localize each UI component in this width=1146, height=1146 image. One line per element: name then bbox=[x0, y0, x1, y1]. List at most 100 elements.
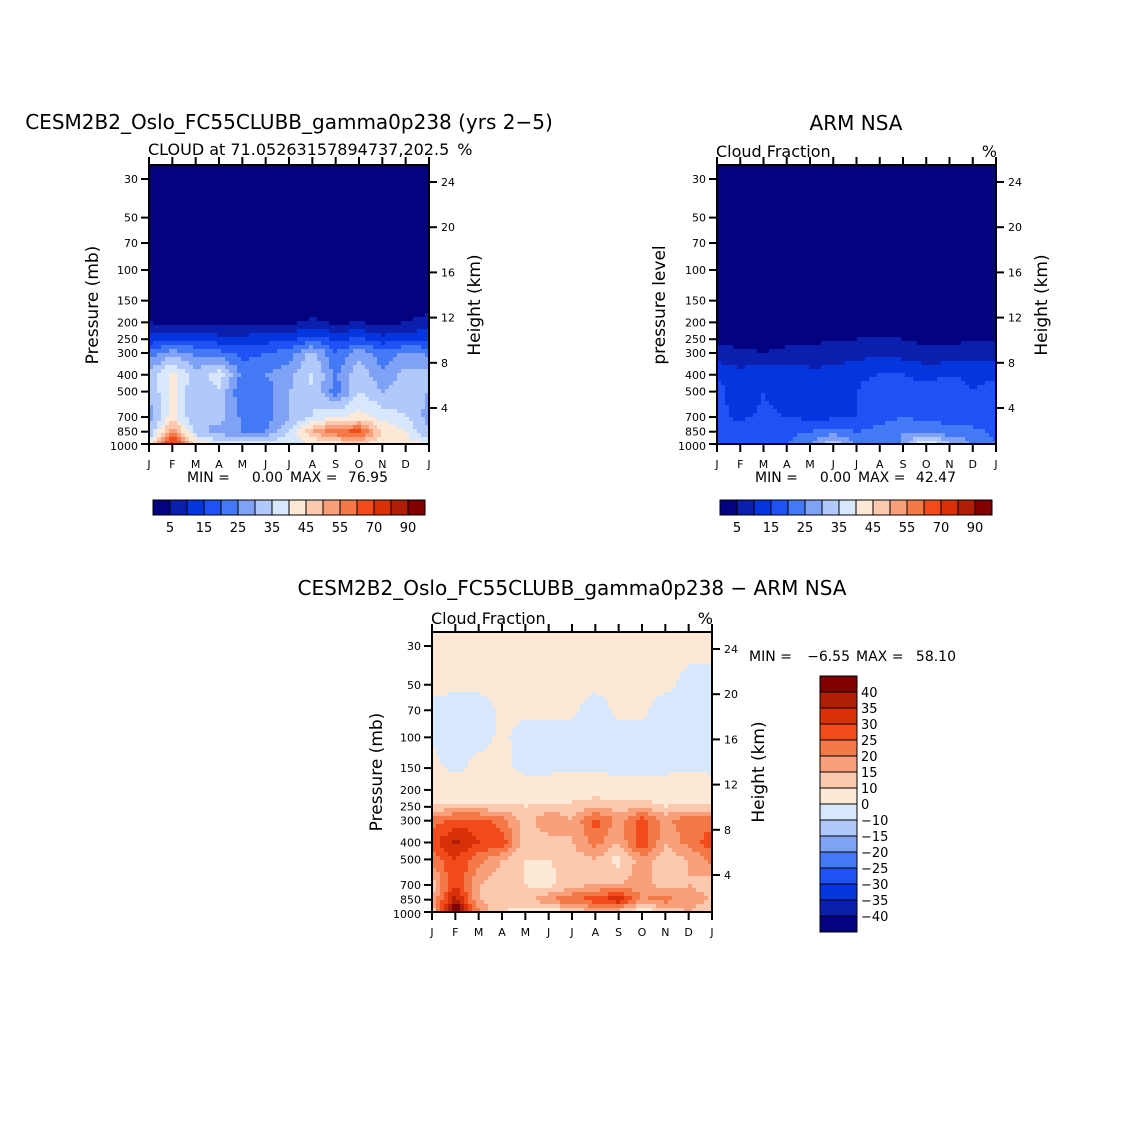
contour-cell bbox=[233, 413, 238, 418]
contour-cell bbox=[389, 369, 394, 374]
contour-cell bbox=[405, 181, 410, 186]
contour-cell bbox=[169, 397, 174, 402]
contour-cell bbox=[289, 257, 294, 262]
contour-cell bbox=[153, 201, 158, 206]
contour-cell bbox=[197, 353, 202, 358]
contour-cell bbox=[321, 165, 326, 170]
contour-cell bbox=[377, 401, 382, 406]
contour-cell bbox=[273, 369, 278, 374]
contour-cell bbox=[281, 353, 286, 358]
contour-cell bbox=[405, 309, 410, 314]
contour-cell bbox=[413, 317, 418, 322]
contour-cell bbox=[165, 249, 170, 254]
contour-cell bbox=[233, 193, 238, 198]
contour-cell bbox=[225, 225, 230, 230]
contour-cell bbox=[313, 377, 318, 382]
contour-cell bbox=[189, 233, 194, 238]
contour-cell bbox=[253, 341, 258, 346]
contour-cell bbox=[261, 313, 266, 318]
contour-cell bbox=[313, 425, 318, 430]
contour-cell bbox=[233, 329, 238, 334]
contour-cell bbox=[277, 281, 282, 286]
contour-cell bbox=[373, 169, 378, 174]
contour-cell bbox=[205, 293, 210, 298]
contour-cell bbox=[317, 169, 322, 174]
contour-cell bbox=[225, 237, 230, 242]
contour-cell bbox=[161, 401, 166, 406]
contour-cell bbox=[293, 277, 298, 282]
contour-cell bbox=[385, 401, 390, 406]
contour-cell bbox=[365, 213, 370, 218]
contour-cell bbox=[397, 221, 402, 226]
contour-cell bbox=[353, 421, 358, 426]
contour-cell bbox=[153, 257, 158, 262]
contour-cell bbox=[269, 205, 274, 210]
contour-cell bbox=[197, 245, 202, 250]
contour-cell bbox=[189, 441, 194, 445]
contour-cell bbox=[237, 309, 242, 314]
contour-cell bbox=[157, 385, 162, 390]
contour-cell bbox=[381, 313, 386, 318]
contour-cell bbox=[273, 353, 278, 358]
contour-cell bbox=[257, 325, 262, 330]
contour-cell bbox=[209, 429, 214, 434]
contour-cell bbox=[201, 365, 206, 370]
contour-cell bbox=[385, 177, 390, 182]
contour-cell bbox=[329, 361, 334, 366]
contour-cell bbox=[213, 385, 218, 390]
contour-cell bbox=[401, 301, 406, 306]
contour-cell bbox=[245, 309, 250, 314]
contour-cell bbox=[161, 277, 166, 282]
contour-cell bbox=[293, 165, 298, 170]
contour-cell bbox=[425, 301, 430, 306]
contour-cell bbox=[293, 249, 298, 254]
contour-cell bbox=[245, 381, 250, 386]
contour-cell bbox=[213, 225, 218, 230]
contour-cell bbox=[389, 333, 394, 338]
contour-cell bbox=[281, 421, 286, 426]
contour-cell bbox=[165, 389, 170, 394]
contour-cell bbox=[181, 201, 186, 206]
contour-cell bbox=[273, 321, 278, 326]
contour-cell bbox=[373, 325, 378, 330]
contour-cell bbox=[385, 185, 390, 190]
contour-cell bbox=[345, 313, 350, 318]
contour-cell bbox=[385, 213, 390, 218]
contour-cell bbox=[377, 185, 382, 190]
contour-cell bbox=[217, 165, 222, 170]
contour-cell bbox=[157, 421, 162, 426]
contour-cell bbox=[385, 313, 390, 318]
contour-cell bbox=[273, 361, 278, 366]
contour-cell bbox=[365, 429, 370, 434]
contour-cell bbox=[329, 405, 334, 410]
contour-cell bbox=[169, 333, 174, 338]
contour-cell bbox=[185, 313, 190, 318]
contour-cell bbox=[185, 293, 190, 298]
contour-cell bbox=[289, 429, 294, 434]
contour-cell bbox=[157, 365, 162, 370]
contour-cell bbox=[377, 381, 382, 386]
contour-cell bbox=[329, 213, 334, 218]
contour-cell bbox=[261, 365, 266, 370]
contour-cell bbox=[385, 165, 390, 170]
contour-cell bbox=[193, 437, 198, 442]
contour-cell bbox=[401, 169, 406, 174]
contour-cell bbox=[313, 261, 318, 266]
contour-cell bbox=[305, 437, 310, 442]
contour-cell bbox=[201, 325, 206, 330]
contour-cell bbox=[373, 321, 378, 326]
contour-cell bbox=[317, 317, 322, 322]
contour-cell bbox=[385, 289, 390, 294]
contour-cell bbox=[265, 345, 270, 350]
contour-cell bbox=[385, 393, 390, 398]
contour-cell bbox=[269, 185, 274, 190]
contour-cell bbox=[417, 201, 422, 206]
contour-cell bbox=[293, 209, 298, 214]
contour-cell bbox=[173, 269, 178, 274]
contour-cell bbox=[201, 277, 206, 282]
contour-cell bbox=[405, 249, 410, 254]
contour-cell bbox=[225, 305, 230, 310]
contour-cell bbox=[225, 313, 230, 318]
contour-cell bbox=[253, 389, 258, 394]
contour-cell bbox=[341, 377, 346, 382]
